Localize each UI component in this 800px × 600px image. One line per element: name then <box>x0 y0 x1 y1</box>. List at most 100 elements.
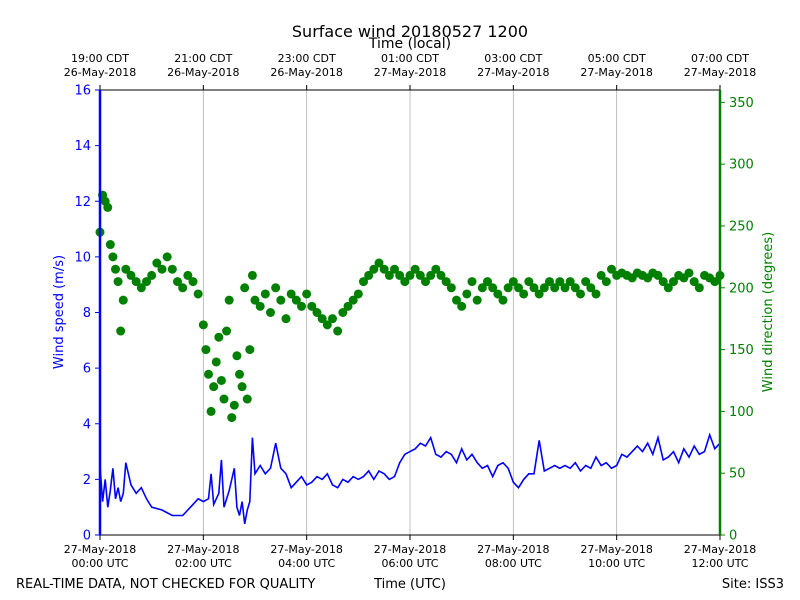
direction-point <box>297 301 306 311</box>
top-tick-time: 05:00 CDT <box>588 52 646 65</box>
direction-point <box>555 277 565 287</box>
bottom-tick-time: 08:00 UTC <box>485 557 542 570</box>
direction-point <box>118 295 128 305</box>
direction-point <box>452 295 461 305</box>
direction-point <box>113 277 123 287</box>
direction-point <box>570 283 580 293</box>
direction-point <box>121 264 131 274</box>
direction-point <box>508 277 518 287</box>
right-tick-label: 100 <box>729 405 754 420</box>
left-tick-label: 10 <box>74 250 91 265</box>
direction-point <box>142 277 151 287</box>
y-axis-label-left: Wind speed (m/s) <box>52 255 67 369</box>
direction-point <box>653 270 663 280</box>
direction-point <box>136 283 146 293</box>
left-tick-label: 6 <box>83 362 91 377</box>
direction-point <box>359 277 368 287</box>
direction-point <box>483 277 492 287</box>
direction-point <box>126 270 136 280</box>
direction-point <box>663 283 673 293</box>
direction-point <box>524 277 534 287</box>
direction-point <box>240 283 250 293</box>
direction-point <box>247 270 257 280</box>
direction-point <box>669 277 678 287</box>
direction-point <box>206 406 216 416</box>
direction-point <box>488 283 498 293</box>
direction-point <box>591 289 601 299</box>
direction-point <box>328 314 337 324</box>
direction-point <box>514 283 523 293</box>
right-tick-label: 300 <box>729 158 754 173</box>
direction-point <box>534 289 544 299</box>
direction-point <box>271 283 281 293</box>
bottom-tick-time: 02:00 UTC <box>175 557 232 570</box>
direction-point <box>395 270 405 280</box>
left-tick-label: 4 <box>83 417 91 432</box>
direction-point <box>173 277 182 287</box>
direction-point <box>338 308 348 317</box>
top-tick-time: 03:00 CDT <box>484 52 542 65</box>
direction-point <box>198 320 208 330</box>
direction-point <box>162 252 172 262</box>
direction-point <box>147 270 157 280</box>
site-label: Site: ISS3 <box>722 577 784 592</box>
right-tick-label: 250 <box>729 219 754 234</box>
quality-disclaimer: REAL-TIME DATA, NOT CHECKED FOR QUALITY <box>16 577 315 592</box>
direction-point <box>183 270 193 280</box>
direction-point <box>232 351 242 361</box>
direction-point <box>209 382 219 392</box>
direction-point <box>493 289 503 299</box>
direction-point <box>550 283 560 293</box>
direction-point <box>684 268 694 278</box>
direction-point <box>410 264 420 274</box>
direction-point <box>431 264 441 274</box>
right-tick-label: 50 <box>729 467 746 482</box>
direction-point <box>302 289 312 299</box>
direction-point <box>457 301 467 311</box>
direction-point <box>343 301 353 311</box>
y-axis-label-right: Wind direction (degrees) <box>761 232 776 392</box>
direction-point <box>581 277 591 287</box>
direction-point <box>281 314 291 324</box>
direction-point <box>116 326 126 336</box>
top-tick-time: 19:00 CDT <box>71 52 129 65</box>
direction-point <box>322 320 332 330</box>
direction-point <box>193 289 203 299</box>
axes: 0 2 4 6 8 10 12 14 16 0 50 100 150 200 250 300 350 27-May… <box>64 52 756 570</box>
top-tick-time: 21:00 CDT <box>174 52 232 65</box>
direction-point <box>312 308 322 317</box>
right-tick-label: 0 <box>729 529 737 544</box>
right-tick-label: 200 <box>729 281 754 296</box>
direction-point <box>710 277 720 287</box>
direction-point <box>307 301 317 311</box>
direction-point <box>237 382 247 392</box>
direction-point <box>560 283 570 293</box>
chart-title: Surface wind 20180527 1200 <box>292 22 528 41</box>
direction-point <box>286 289 296 299</box>
x-axis-label: Time (UTC) <box>373 577 446 592</box>
direction-point <box>291 295 301 305</box>
direction-point <box>467 277 477 287</box>
direction-point <box>421 277 430 287</box>
direction-point <box>576 289 585 299</box>
direction-point <box>565 277 575 287</box>
direction-point <box>276 295 286 305</box>
direction-point <box>152 258 162 268</box>
right-tick-label: 150 <box>729 343 754 358</box>
bottom-tick-date: 27-May-2018 <box>684 543 756 556</box>
direction-point <box>441 277 451 287</box>
direction-point <box>369 264 379 274</box>
top-tick-time: 23:00 CDT <box>278 52 336 65</box>
direction-point <box>400 277 410 287</box>
direction-point <box>601 277 611 287</box>
top-tick-date: 27-May-2018 <box>684 66 756 79</box>
direction-point <box>103 202 113 212</box>
direction-point <box>250 295 260 305</box>
direction-point <box>545 277 554 287</box>
direction-point <box>178 283 188 293</box>
top-tick-date: 26-May-2018 <box>270 66 342 79</box>
direction-point <box>211 357 221 367</box>
bottom-tick-time: 12:00 UTC <box>691 557 748 570</box>
direction-point <box>462 289 472 299</box>
